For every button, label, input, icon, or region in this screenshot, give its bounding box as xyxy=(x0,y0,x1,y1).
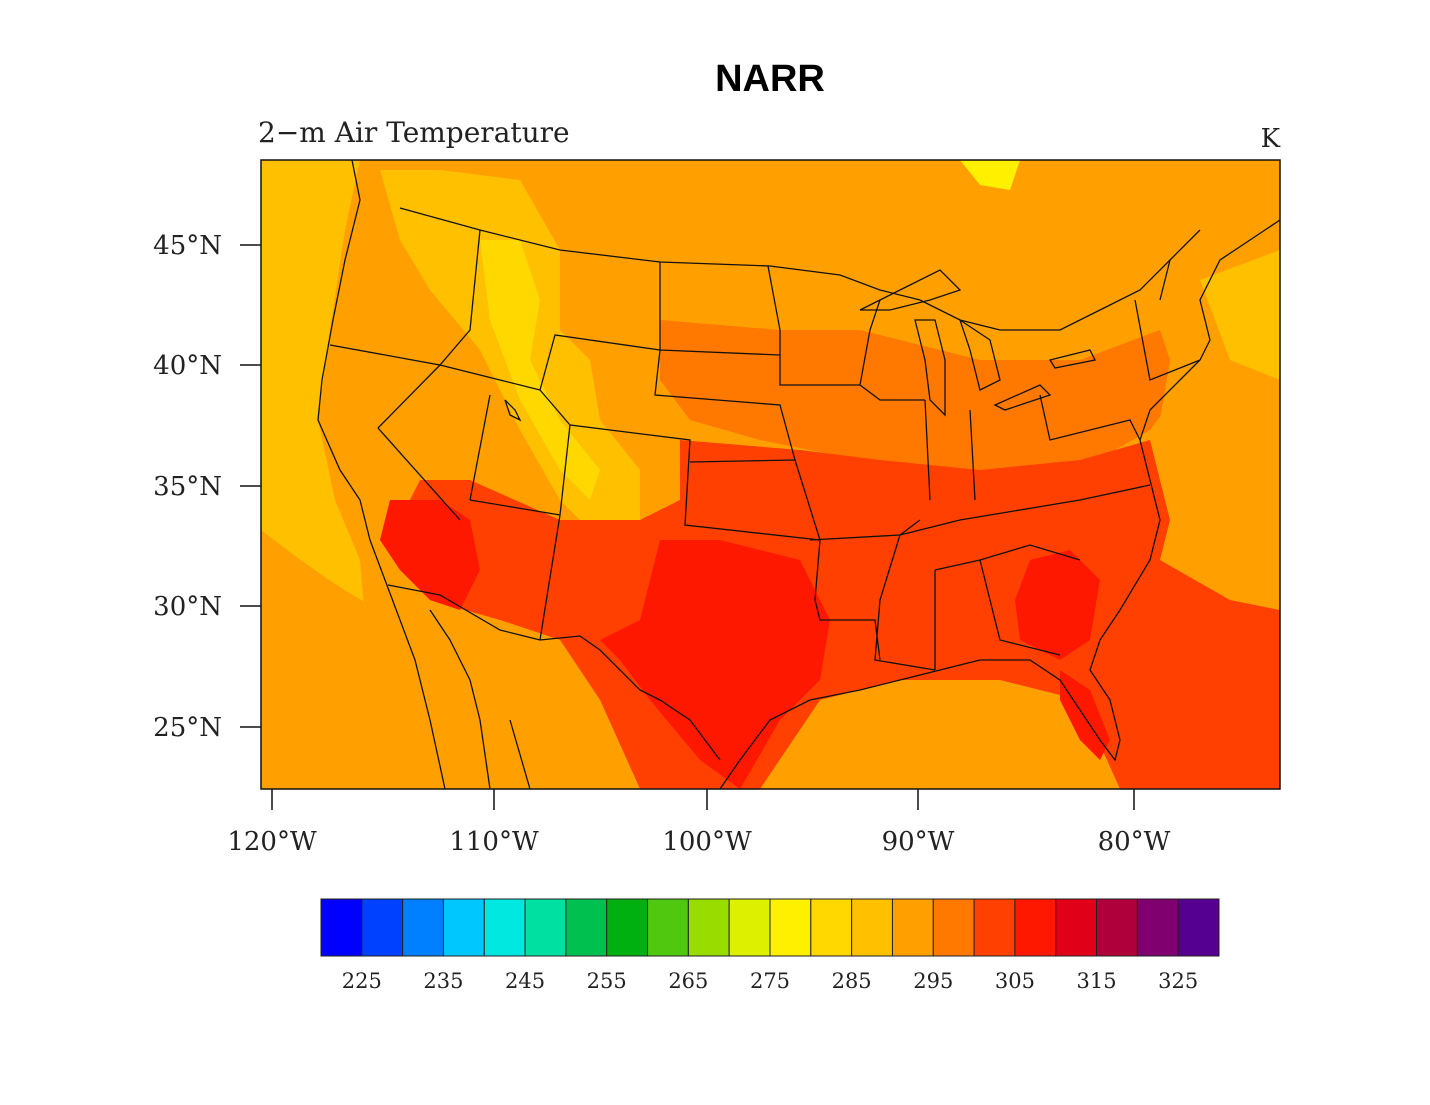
lake-ontario xyxy=(1048,349,1096,369)
colorbar-swatch xyxy=(524,898,567,957)
field-high-peaks xyxy=(480,240,600,500)
colorbar-swatch xyxy=(606,898,649,957)
lon-tick-label: 120°W xyxy=(227,827,317,857)
colorbar-swatch xyxy=(442,898,485,957)
state-lines xyxy=(329,229,1201,671)
units-label: K xyxy=(1260,124,1280,154)
colorbar-label: 245 xyxy=(505,969,545,993)
colorbar-swatch xyxy=(361,898,404,957)
colorbar-label: 275 xyxy=(750,969,790,993)
colorbar-swatch xyxy=(565,898,608,957)
lon-tick-label: 110°W xyxy=(449,827,539,857)
colorbar-swatch xyxy=(320,898,363,957)
colorbar-swatch xyxy=(687,898,730,957)
field-florida-hot xyxy=(1060,670,1110,760)
longitude-axis: 120°W 110°W 100°W 90°W 80°W xyxy=(227,789,1171,857)
baja-coast xyxy=(429,609,491,789)
colorbar-swatch xyxy=(891,898,934,957)
field-pacific-southwest xyxy=(261,530,440,789)
colorbar-swatch xyxy=(1055,898,1098,957)
colorbar-swatch xyxy=(1177,898,1220,957)
lat-tick-label: 40°N xyxy=(153,351,222,381)
field-texas-hot xyxy=(600,540,830,789)
colorbar: 225 235 245 255 265 275 285 295 305 315 325 xyxy=(320,898,1220,993)
colorbar-swatch xyxy=(932,898,975,957)
colorbar-swatch xyxy=(851,898,893,957)
colorbar-swatch xyxy=(647,898,689,957)
field-hudson-yellow xyxy=(960,160,1020,190)
field-georgia-hot xyxy=(1015,550,1100,660)
mexico-coast xyxy=(509,719,531,789)
canada-border xyxy=(399,207,1201,331)
lat-tick-label: 25°N xyxy=(153,713,222,743)
colorbar-swatch xyxy=(1096,898,1138,957)
field-south xyxy=(400,440,1280,789)
lake-erie xyxy=(993,384,1052,411)
colorbar-label: 285 xyxy=(832,969,872,993)
lake-huron xyxy=(958,318,1001,391)
colorbar-label: 265 xyxy=(668,969,708,993)
west-coast xyxy=(317,160,446,789)
colorbar-swatch xyxy=(973,898,1016,957)
lake-superior xyxy=(859,269,962,311)
map-title: NARR xyxy=(715,58,825,100)
colorbar-label: 235 xyxy=(423,969,463,993)
lat-tick-label: 30°N xyxy=(153,592,222,622)
lon-tick-label: 80°W xyxy=(1098,827,1171,857)
field-southwest-hot xyxy=(380,500,480,610)
gulf-coast xyxy=(719,219,1280,789)
colorbar-swatch xyxy=(728,898,771,957)
colorbar-label: 225 xyxy=(342,969,382,993)
plot-frame xyxy=(260,159,1281,790)
colorbar-label: 315 xyxy=(1076,969,1116,993)
colorbar-swatch xyxy=(810,898,853,957)
variable-label: 2−m Air Temperature xyxy=(258,116,570,149)
field-atlantic-cool xyxy=(1200,250,1280,380)
field-mexico-plateau xyxy=(500,620,640,789)
colorbar-label: 255 xyxy=(587,969,627,993)
lon-tick-label: 90°W xyxy=(882,827,955,857)
lake-michigan xyxy=(914,319,946,417)
latitude-axis: 45°N 40°N 35°N 30°N 25°N xyxy=(153,231,261,743)
colorbar-label: 305 xyxy=(995,969,1035,993)
mexico-border xyxy=(387,584,721,761)
lat-tick-label: 35°N xyxy=(153,472,222,502)
colorbar-label: 295 xyxy=(913,969,953,993)
colorbar-label: 325 xyxy=(1158,969,1198,993)
great-salt-lake xyxy=(504,399,522,422)
lat-tick-label: 45°N xyxy=(153,231,222,261)
colorbar-swatch xyxy=(769,898,812,957)
lon-tick-label: 100°W xyxy=(662,827,752,857)
colorbar-swatch xyxy=(1136,898,1179,957)
temperature-field xyxy=(261,160,1280,789)
colorbar-swatch xyxy=(1014,898,1057,957)
colorbar-swatch xyxy=(483,898,526,957)
boundaries xyxy=(317,160,1280,789)
colorbar-swatch xyxy=(402,898,444,957)
